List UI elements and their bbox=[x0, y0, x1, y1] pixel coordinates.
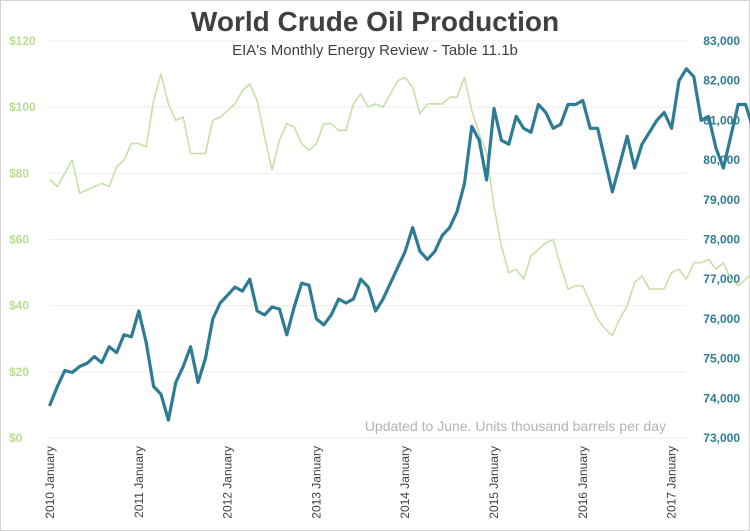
x-tick-label: 2011 January bbox=[132, 446, 146, 518]
series-layer bbox=[48, 67, 750, 422]
left-tick-label: $100 bbox=[9, 100, 36, 114]
left-tick-label: $0 bbox=[9, 431, 23, 445]
gridlines bbox=[50, 40, 686, 439]
x-tick-label: 2015 January bbox=[487, 446, 501, 519]
right-tick-label: 77,000 bbox=[703, 272, 740, 286]
right-tick-label: 82,000 bbox=[703, 74, 740, 88]
x-tick-label: 2014 January bbox=[398, 446, 412, 519]
left-tick-label: $20 bbox=[9, 365, 29, 379]
right-tick-label: 83,000 bbox=[703, 34, 740, 48]
x-tick-label: 2016 January bbox=[576, 446, 590, 519]
chart-subtitle: EIA's Monthly Energy Review - Table 11.1… bbox=[232, 42, 518, 59]
chart-title: World Crude Oil Production bbox=[190, 6, 560, 37]
right-axis-production: 73,000 74,000 75,000 76,000 77,000 78,000 79,0… bbox=[703, 34, 740, 445]
left-tick-label: $80 bbox=[9, 166, 29, 180]
right-tick-label: 76,000 bbox=[703, 312, 740, 326]
right-tick-label: 74,000 bbox=[703, 391, 740, 405]
x-tick-label: 2010 January bbox=[43, 446, 57, 519]
series-price bbox=[49, 73, 750, 337]
price-line bbox=[49, 73, 750, 337]
left-tick-label: $120 bbox=[9, 34, 36, 48]
production-line bbox=[48, 67, 750, 422]
left-tick-label: $40 bbox=[9, 299, 29, 313]
left-tick-label: $60 bbox=[9, 233, 29, 247]
x-tick-label: 2017 January bbox=[665, 446, 679, 519]
right-tick-label: 81,000 bbox=[703, 113, 740, 127]
right-tick-label: 78,000 bbox=[703, 233, 740, 247]
right-tick-label: 73,000 bbox=[703, 431, 740, 445]
series-production bbox=[48, 67, 750, 422]
chart-annotation: Updated to June. Units thousand barrels … bbox=[365, 418, 666, 434]
left-axis-price: $0 $20 $40 $60 $80 $100 $120 bbox=[9, 34, 36, 445]
x-axis-dates: 2010 January 2011 January 2012 January 2013… bbox=[43, 446, 679, 519]
right-tick-label: 79,000 bbox=[703, 193, 740, 207]
x-tick-label: 2013 January bbox=[309, 446, 323, 519]
x-tick-label: 2012 January bbox=[221, 446, 235, 519]
right-tick-label: 75,000 bbox=[703, 352, 740, 366]
